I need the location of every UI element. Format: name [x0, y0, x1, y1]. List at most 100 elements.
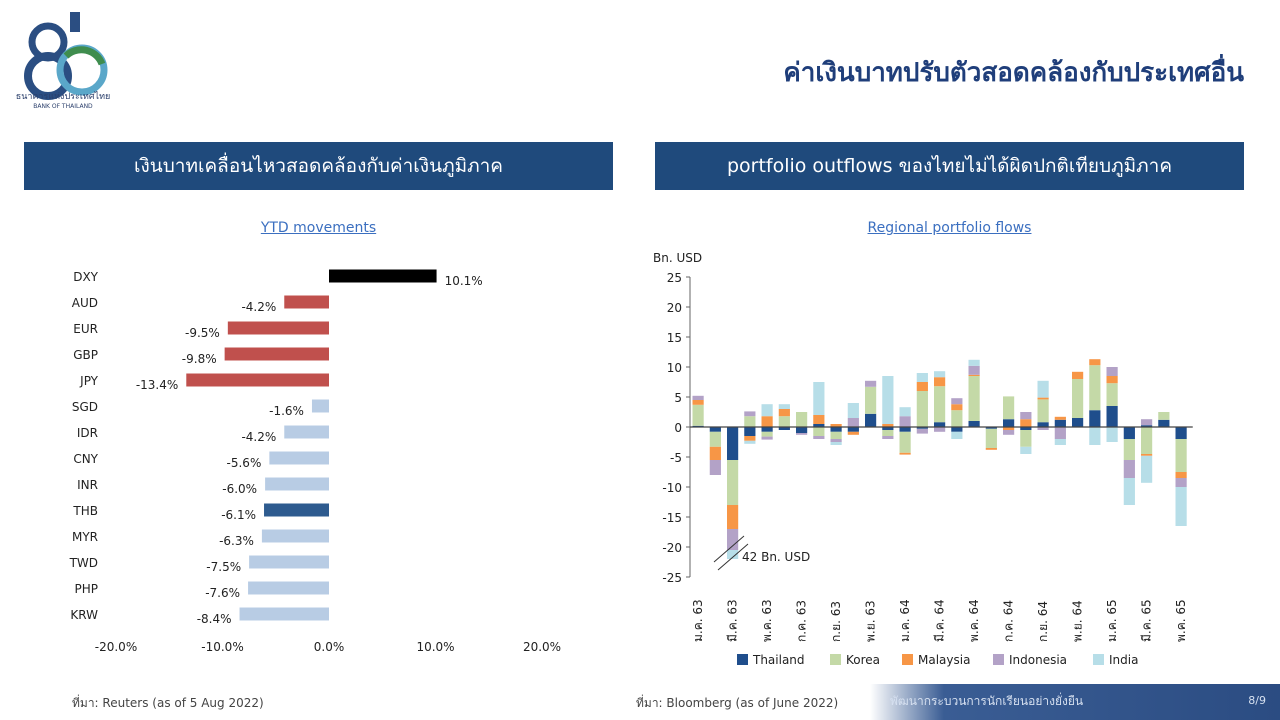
y-tick-label: -25: [662, 571, 682, 585]
bar-india-15: [951, 431, 963, 439]
bar-thailand-24: [1106, 406, 1118, 427]
bar-india-14: [934, 371, 946, 378]
bar-indonesia-12: [899, 416, 911, 427]
x-tick-label: ก.ย. 64: [1036, 601, 1050, 642]
legend-label-malaysia: Malaysia: [918, 653, 970, 667]
bar-thailand-6: [796, 427, 808, 433]
bar-thailand-19: [1020, 427, 1032, 430]
bar-korea-1: [709, 431, 721, 447]
bar-india-9: [847, 403, 859, 418]
bar-malaysia-26: [1141, 454, 1153, 456]
bar-malaysia-8: [830, 424, 842, 427]
bar-malaysia-24: [1106, 376, 1118, 384]
category-label-php: PHP: [75, 582, 99, 596]
bar-cny: [269, 451, 329, 465]
bar-thailand-23: [1089, 410, 1101, 427]
bar-korea-6: [796, 412, 808, 427]
y-axis-title: Bn. USD: [653, 251, 702, 265]
bar-malaysia-5: [778, 409, 790, 417]
left-source: ที่มา: Reuters (as of 5 Aug 2022): [72, 696, 264, 710]
bar-thailand-15: [951, 427, 963, 432]
bar-malaysia-22: [1072, 371, 1084, 379]
bar-indonesia-2: [727, 529, 739, 550]
bar-malaysia-1: [709, 446, 721, 460]
data-label-sgd: -1.6%: [269, 404, 304, 418]
bar-korea-10: [865, 386, 877, 414]
bar-indonesia-7: [813, 436, 825, 439]
bar-malaysia-14: [934, 377, 946, 387]
bar-india-28: [1175, 487, 1187, 526]
y-tick-label: -20: [662, 541, 682, 555]
bar-indonesia-3: [744, 411, 756, 417]
bar-korea-27: [1158, 412, 1170, 420]
data-label-php: -7.6%: [205, 586, 240, 600]
category-label-sgd: SGD: [72, 400, 98, 414]
x-tick-label: ก.ค. 63: [795, 600, 809, 642]
bar-korea-12: [899, 431, 911, 453]
legend-swatch-thailand: [737, 654, 748, 665]
category-label-dxy: DXY: [73, 270, 98, 284]
data-label-twd: -7.5%: [206, 560, 241, 574]
bar-indonesia-0: [692, 395, 704, 400]
bar-gbp: [224, 347, 329, 361]
logo-80-icon: [24, 12, 108, 100]
x-tick-label: พ.ค. 63: [760, 599, 774, 642]
category-label-cny: CNY: [73, 452, 98, 466]
y-tick-label: 25: [667, 271, 682, 285]
bar-thailand-12: [899, 427, 911, 432]
bar-thailand-18: [1003, 419, 1015, 427]
y-tick-label: -10: [662, 481, 682, 495]
axis-break-mark: [717, 543, 749, 571]
bar-korea-18: [1003, 396, 1015, 420]
legend-swatch-india: [1093, 654, 1104, 665]
y-tick-label: 10: [667, 361, 682, 375]
bar-indonesia-15: [951, 398, 963, 405]
x-tick-label: พ.ค. 64: [967, 599, 981, 642]
footer-tagline: พัฒนากระบวนการนักเรียนอย่างยั่งยืน: [890, 694, 1084, 708]
category-label-inr: INR: [77, 478, 98, 492]
bar-thailand-25: [1123, 427, 1135, 439]
bar-indonesia-16: [968, 365, 980, 375]
bar-malaysia-28: [1175, 472, 1187, 478]
y-tick-label: 0: [674, 421, 682, 435]
bar-thailand-16: [968, 421, 980, 427]
bar-indonesia-11: [882, 436, 894, 439]
bar-india-4: [761, 404, 773, 417]
bar-malaysia-20: [1037, 397, 1049, 400]
bar-thailand-21: [1054, 419, 1066, 427]
bar-indonesia-4: [761, 436, 773, 440]
bar-inr: [265, 477, 329, 491]
bar-korea-22: [1072, 379, 1084, 418]
logo-text-en: BANK OF THAILAND: [33, 103, 93, 110]
category-label-thb: THB: [72, 504, 98, 518]
data-label-jpy: -13.4%: [136, 378, 178, 392]
bar-india-5: [778, 404, 790, 409]
bar-india-7: [813, 382, 825, 415]
regional-flows-chart: 25 20 15 10 5 0 -5 -10 -15 -20 -25 Bn. USD ม.ค. 63 มี…: [653, 251, 1193, 667]
bar-korea-0: [692, 404, 704, 426]
bar-thailand-20: [1037, 422, 1049, 427]
bar-malaysia-21: [1054, 416, 1066, 420]
bar-india-19: [1020, 446, 1032, 454]
ytd-movements-chart: DXY 10.1% AUD -4.2% EUR -9.5% GBP -9.8% JPY -13.4…: [69, 269, 561, 654]
bar-malaysia-11: [882, 424, 894, 427]
bar-malaysia-4: [761, 416, 773, 427]
x-tick-label: พ.ย. 64: [1071, 600, 1085, 642]
bar-malaysia-13: [916, 382, 928, 391]
bar-indonesia-28: [1175, 478, 1187, 487]
bar-malaysia-3: [744, 436, 756, 441]
category-label-aud: AUD: [72, 296, 98, 310]
bar-india-21: [1054, 439, 1066, 445]
bar-malaysia-15: [951, 404, 963, 411]
bar-krw: [239, 607, 329, 621]
bar-malaysia-7: [813, 415, 825, 424]
bar-thailand-5: [778, 427, 790, 430]
y-tick-label: -5: [670, 451, 682, 465]
bar-thailand-13: [916, 427, 928, 429]
bar-idr: [284, 425, 329, 439]
bar-dxy: [329, 269, 437, 283]
bar-indonesia-10: [865, 380, 877, 387]
x-tick-label: 20.0%: [523, 640, 561, 654]
bar-thailand-4: [761, 427, 773, 432]
bar-india-2: [727, 550, 739, 559]
